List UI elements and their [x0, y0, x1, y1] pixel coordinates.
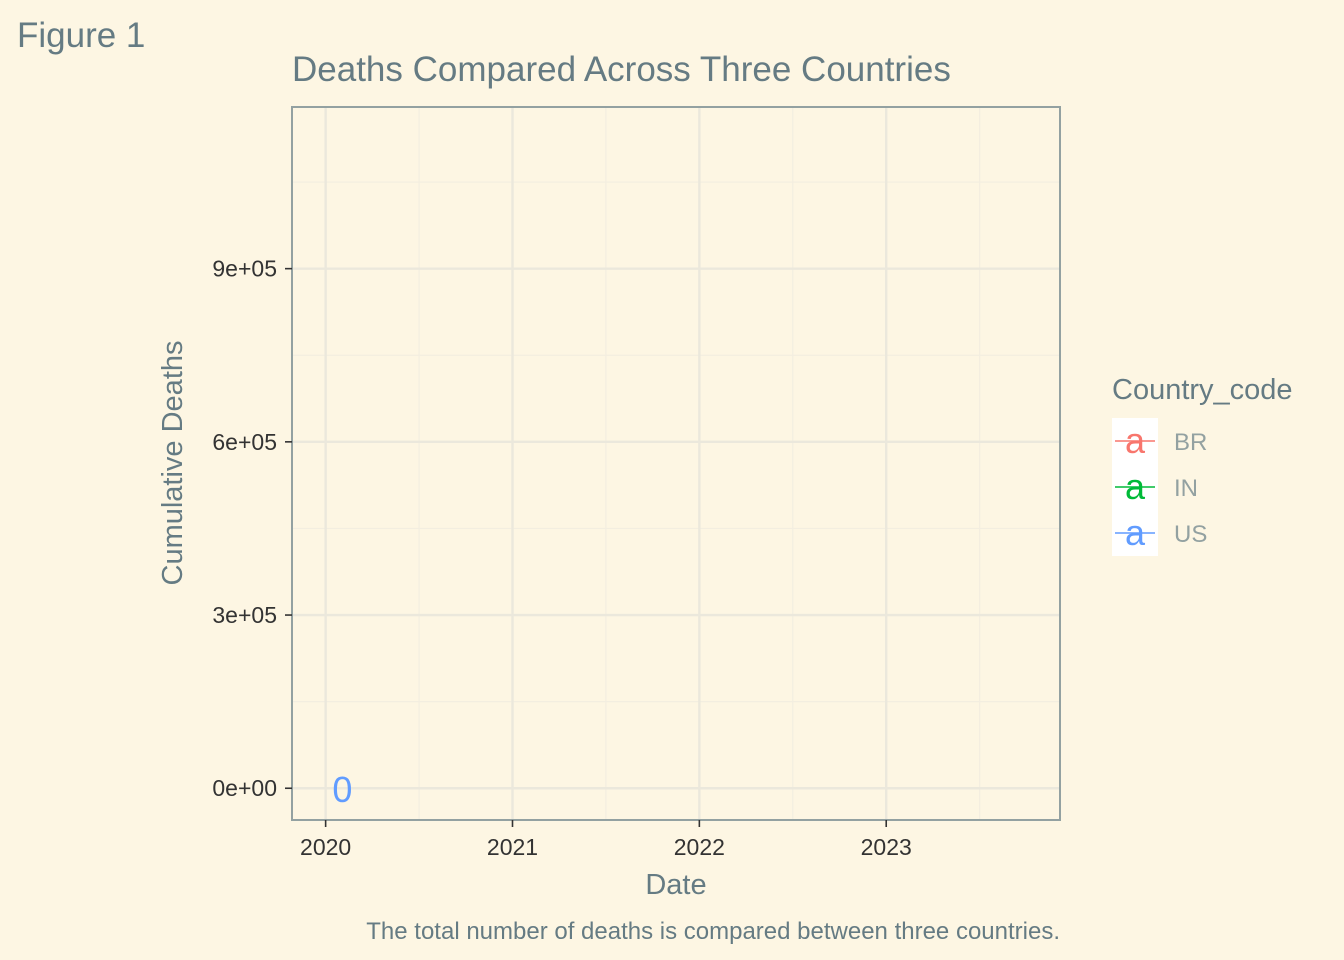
chart-title: Deaths Compared Across Three Countries [292, 50, 951, 89]
legend-label-BR: BR [1174, 429, 1207, 456]
x-axis-title: Date [645, 869, 706, 901]
x-tick-label: 2020 [300, 834, 351, 860]
legend-key-glyph: a [1125, 420, 1146, 461]
legend-label-IN: IN [1174, 475, 1198, 502]
annotation-label: 0 [332, 769, 352, 810]
x-tick-label: 2021 [487, 834, 538, 860]
annotation-layer: 0 [332, 769, 352, 810]
grid-major [292, 107, 1060, 820]
plot-panel: 0 [291, 106, 1061, 821]
panel-border [291, 106, 1061, 821]
figure-label: Figure 1 [17, 16, 146, 55]
y-tick-label: 6e+05 [212, 429, 277, 455]
y-axis-title: Cumulative Deaths [157, 341, 189, 586]
legend: Country_code a BR a IN a US [1112, 374, 1293, 556]
x-tick-label: 2022 [674, 834, 725, 860]
x-axis: 2020 2021 2022 2023 [300, 820, 912, 860]
legend-title: Country_code [1112, 374, 1293, 406]
y-tick-label: 0e+00 [212, 775, 277, 801]
grid-minor [292, 107, 1060, 820]
y-axis: 0e+00 3e+05 6e+05 9e+05 [212, 256, 292, 801]
x-tick-label: 2023 [861, 834, 912, 860]
y-tick-label: 3e+05 [212, 602, 277, 628]
chart-caption: The total number of deaths is compared b… [366, 918, 1060, 945]
legend-key-glyph: a [1125, 466, 1146, 507]
legend-label-US: US [1174, 521, 1207, 548]
legend-key-glyph: a [1125, 512, 1146, 553]
legend-entries: a BR a IN a US [1112, 418, 1207, 556]
y-tick-label: 9e+05 [212, 256, 277, 282]
